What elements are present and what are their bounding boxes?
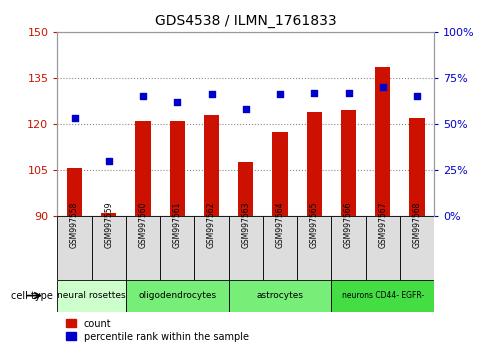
Bar (57, 216, 92, 280)
Text: neurons CD44- EGFR-: neurons CD44- EGFR- (342, 291, 424, 300)
Bar (341, 110, 356, 216)
Bar (409, 118, 425, 216)
Bar (263, 216, 297, 280)
Text: neural rosettes: neural rosettes (57, 291, 126, 300)
Bar (238, 162, 253, 216)
Point (242, 106, 250, 112)
Point (139, 93, 147, 99)
Text: GSM997560: GSM997560 (139, 201, 148, 248)
Bar (229, 216, 263, 280)
Point (105, 158, 113, 164)
Bar (101, 213, 116, 216)
Bar (126, 280, 229, 312)
Bar (331, 216, 366, 280)
Text: GSM997567: GSM997567 (378, 201, 387, 248)
Text: GSM997563: GSM997563 (241, 201, 250, 248)
Bar (375, 67, 390, 216)
Bar (331, 280, 434, 312)
Bar (229, 280, 331, 312)
Text: GSM997558: GSM997558 (70, 201, 79, 248)
Bar (204, 115, 219, 216)
Text: astrocytes: astrocytes (256, 291, 303, 300)
Point (379, 84, 387, 90)
Text: GSM997568: GSM997568 (413, 201, 422, 248)
Point (208, 92, 216, 97)
Bar (126, 216, 160, 280)
Bar (400, 216, 434, 280)
Text: GSM997561: GSM997561 (173, 201, 182, 248)
Text: cell type: cell type (10, 291, 52, 301)
Bar (306, 112, 322, 216)
Bar (366, 216, 400, 280)
Bar (195, 216, 229, 280)
Bar (297, 216, 331, 280)
Bar (272, 132, 288, 216)
Bar (57, 280, 126, 312)
Bar (135, 121, 151, 216)
Point (173, 99, 181, 105)
Text: oligodendrocytes: oligodendrocytes (138, 291, 217, 300)
Point (344, 90, 352, 96)
Bar (67, 169, 82, 216)
Bar (160, 216, 195, 280)
Title: GDS4538 / ILMN_1761833: GDS4538 / ILMN_1761833 (155, 14, 336, 28)
Text: GSM997565: GSM997565 (310, 201, 319, 248)
Point (310, 90, 318, 96)
Bar (92, 216, 126, 280)
Point (70, 115, 78, 121)
Text: GSM997566: GSM997566 (344, 201, 353, 248)
Bar (170, 121, 185, 216)
Legend: count, percentile rank within the sample: count, percentile rank within the sample (62, 315, 252, 346)
Text: GSM997559: GSM997559 (104, 201, 113, 248)
Point (413, 93, 421, 99)
Text: GSM997564: GSM997564 (275, 201, 284, 248)
Point (276, 92, 284, 97)
Text: GSM997562: GSM997562 (207, 201, 216, 248)
